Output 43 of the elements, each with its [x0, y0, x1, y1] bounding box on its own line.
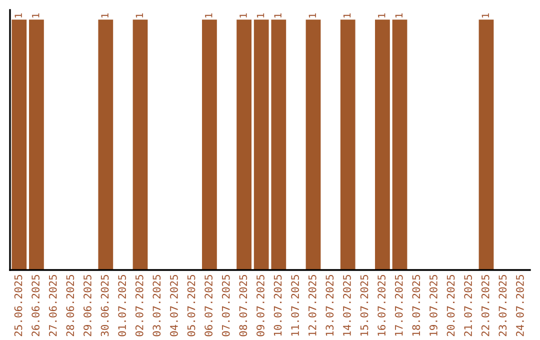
data-label: 1	[308, 13, 316, 18]
x-tick-label: 21.07.2025	[464, 275, 472, 336]
x-tick-label: 30.06.2025	[100, 275, 109, 336]
x-tick-label: 18.07.2025	[412, 275, 420, 336]
data-label: 1	[395, 13, 402, 18]
x-tick-label: 01.07.2025	[118, 275, 126, 336]
data-label: 1	[274, 13, 282, 18]
data-label: 1	[482, 13, 489, 18]
x-tick-label: 17.07.2025	[394, 275, 403, 336]
x-tick-label: 29.06.2025	[84, 275, 92, 336]
data-label: 1	[343, 13, 351, 18]
data-label: 1	[101, 13, 108, 18]
x-tick-label: 04.07.2025	[170, 275, 178, 336]
data-label: 1	[205, 13, 212, 18]
x-tick-label: 08.07.2025	[239, 275, 248, 336]
x-tick-label: 16.07.2025	[378, 275, 386, 336]
data-label: 1	[32, 13, 40, 18]
x-tick-label: 20.07.2025	[446, 275, 455, 336]
data-label: 1	[378, 13, 386, 18]
data-label: 1	[14, 13, 22, 18]
x-tick-label: 23.07.2025	[498, 275, 507, 336]
x-tick-label: 03.07.2025	[152, 275, 161, 336]
x-tick-label: 28.06.2025	[66, 275, 74, 336]
data-label: 1	[136, 13, 143, 18]
x-tick-label: 13.07.2025	[326, 275, 334, 336]
x-tick-label: 15.07.2025	[360, 275, 368, 336]
x-tick-label: 06.07.2025	[204, 275, 212, 336]
data-label: 1	[240, 13, 247, 18]
x-tick-label: 26.06.2025	[32, 275, 40, 336]
x-tick-label: 27.06.2025	[48, 275, 57, 336]
x-tick-label: 22.07.2025	[481, 275, 490, 336]
x-tick-label: 02.07.2025	[135, 275, 144, 336]
x-tick-label: 05.07.2025	[187, 275, 196, 336]
x-tick-label: 07.07.2025	[222, 275, 230, 336]
x-tick-label: 24.07.2025	[516, 275, 524, 336]
x-tick-label: 11.07.2025	[291, 275, 299, 336]
data-label: 1	[256, 13, 264, 18]
x-tick-label: 10.07.2025	[274, 275, 282, 336]
x-tick-label: 19.07.2025	[430, 275, 438, 336]
x-tick-label: 12.07.2025	[308, 275, 316, 336]
x-tick-label: 25.06.2025	[14, 275, 22, 336]
x-tick-label: 09.07.2025	[256, 275, 264, 336]
x-tick-label: 14.07.2025	[343, 275, 351, 336]
